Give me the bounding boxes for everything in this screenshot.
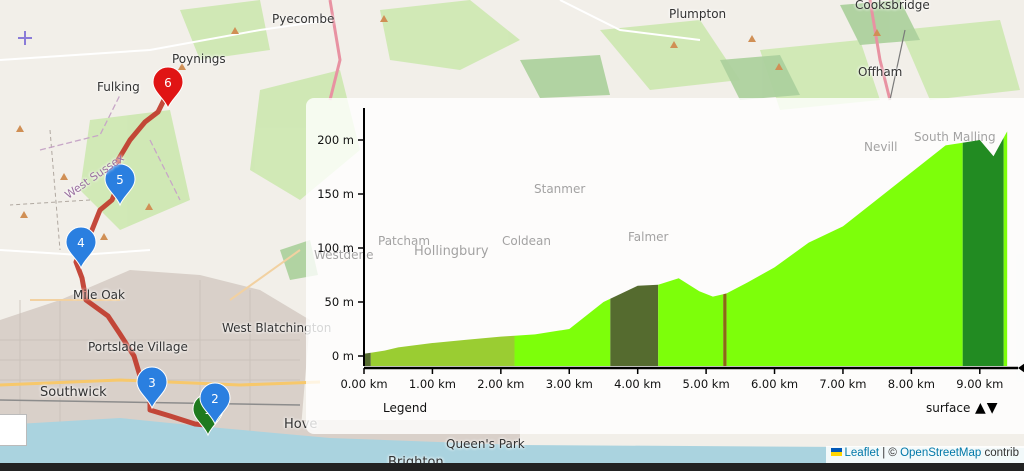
legend-toggle[interactable]: Legend (383, 401, 428, 415)
route-marker-2[interactable]: 2 (199, 382, 231, 426)
marker-label: 4 (77, 236, 85, 250)
route-marker-5[interactable]: 5 (104, 163, 136, 207)
place-label: Southwick (40, 385, 107, 400)
place-label: Offham (858, 65, 903, 79)
place-label: Hollingbury (414, 244, 489, 259)
x-tick-label: 2.00 km (477, 377, 524, 391)
x-tick-label: 7.00 km (819, 377, 866, 391)
place-label: Poynings (172, 52, 226, 66)
y-tick-label: 150 m (317, 187, 354, 201)
marker-label: 3 (148, 376, 156, 390)
position-indicator-icon[interactable] (1018, 361, 1024, 375)
map-sea (0, 418, 1024, 471)
y-tick-label: 50 m (325, 295, 355, 309)
x-tick-label: 6.00 km (751, 377, 798, 391)
peak-icons (16, 15, 881, 240)
place-label: Portslade Village (88, 340, 188, 354)
zoom-control[interactable] (0, 414, 27, 446)
y-axis: 200 m 150 m 100 m 50 m 0 m (317, 108, 365, 366)
county-boundary (39, 94, 181, 201)
elevation-profile-panel: Stanmer Patcham Hollingbury Coldean Falm… (306, 98, 1024, 434)
openstreetmap-link[interactable]: OpenStreetMap (900, 447, 982, 459)
x-axis: 0.00 km 1.00 km 2.00 km 3.00 km 4.00 km 5.00 … (340, 361, 1024, 391)
place-label: Plumpton (669, 7, 727, 21)
x-tick-label: 4.00 km (614, 377, 661, 391)
place-label: Stanmer (534, 182, 586, 196)
route-marker-4[interactable]: 4 (65, 226, 97, 270)
sort-arrows-button[interactable]: ▲▼ (975, 400, 999, 416)
place-label: Falmer (628, 230, 669, 244)
map-roads (0, 0, 906, 406)
x-tick-label: 0.00 km (340, 377, 387, 391)
x-tick-label: 8.00 km (888, 377, 935, 391)
surface-segment-grass (514, 298, 611, 366)
attribution-separator: | © (879, 447, 901, 459)
airfield-icon (18, 31, 32, 45)
surface-segment-grass (658, 278, 724, 366)
surface-segment-grass (1003, 131, 1008, 366)
attribution-tail: contrib (981, 447, 1019, 459)
surface-segment-dark (364, 352, 371, 366)
x-tick-label: 3.00 km (546, 377, 593, 391)
x-tick-label: 1.00 km (409, 377, 456, 391)
place-label: Fulking (97, 80, 140, 94)
place-label: Queen's Park (446, 437, 525, 451)
place-label: Nevill (864, 140, 898, 154)
route-marker-3[interactable]: 3 (136, 366, 168, 410)
x-tick-label: 9.00 km (956, 377, 1003, 391)
place-label: Westdene (314, 248, 374, 262)
place-label: South Malling (914, 130, 996, 144)
place-label: Pyecombe (272, 12, 335, 26)
surface-segment-dark_olive (610, 284, 659, 366)
y-tick-label: 0 m (332, 349, 354, 363)
marker-label: 5 (116, 173, 124, 187)
elevation-area (364, 131, 1008, 366)
ukraine-flag-icon (830, 448, 842, 456)
place-label: West Blatchington (222, 321, 332, 335)
y-tick-label: 200 m (317, 133, 354, 147)
surface-label: surface (926, 401, 971, 415)
surface-segment-brown (723, 293, 727, 366)
marker-label: 6 (164, 76, 172, 90)
route-marker-6[interactable]: 6 (152, 66, 184, 110)
bottom-bar (0, 463, 1024, 471)
place-label: Mile Oak (73, 288, 125, 302)
x-tick-label: 5.00 km (683, 377, 730, 391)
leaflet-link[interactable]: Leaflet (844, 447, 880, 459)
surface-segment-forest (962, 137, 1004, 366)
marker-label: 2 (211, 392, 219, 406)
map-attribution: Leaflet | © OpenStreetMap contrib (825, 446, 1024, 465)
route-markers: 123456 (65, 66, 231, 437)
place-label: Cooksbridge (855, 0, 930, 12)
place-label: Patcham (378, 234, 431, 248)
place-label: Coldean (502, 234, 552, 248)
y-tick-label: 100 m (317, 241, 354, 255)
surface-segment-olive (370, 335, 515, 366)
elevation-chart[interactable]: 200 m 150 m 100 m 50 m 0 m 0.00 km 1.00 km 2.0… (306, 98, 1024, 434)
surface-segment-grass (726, 142, 963, 366)
